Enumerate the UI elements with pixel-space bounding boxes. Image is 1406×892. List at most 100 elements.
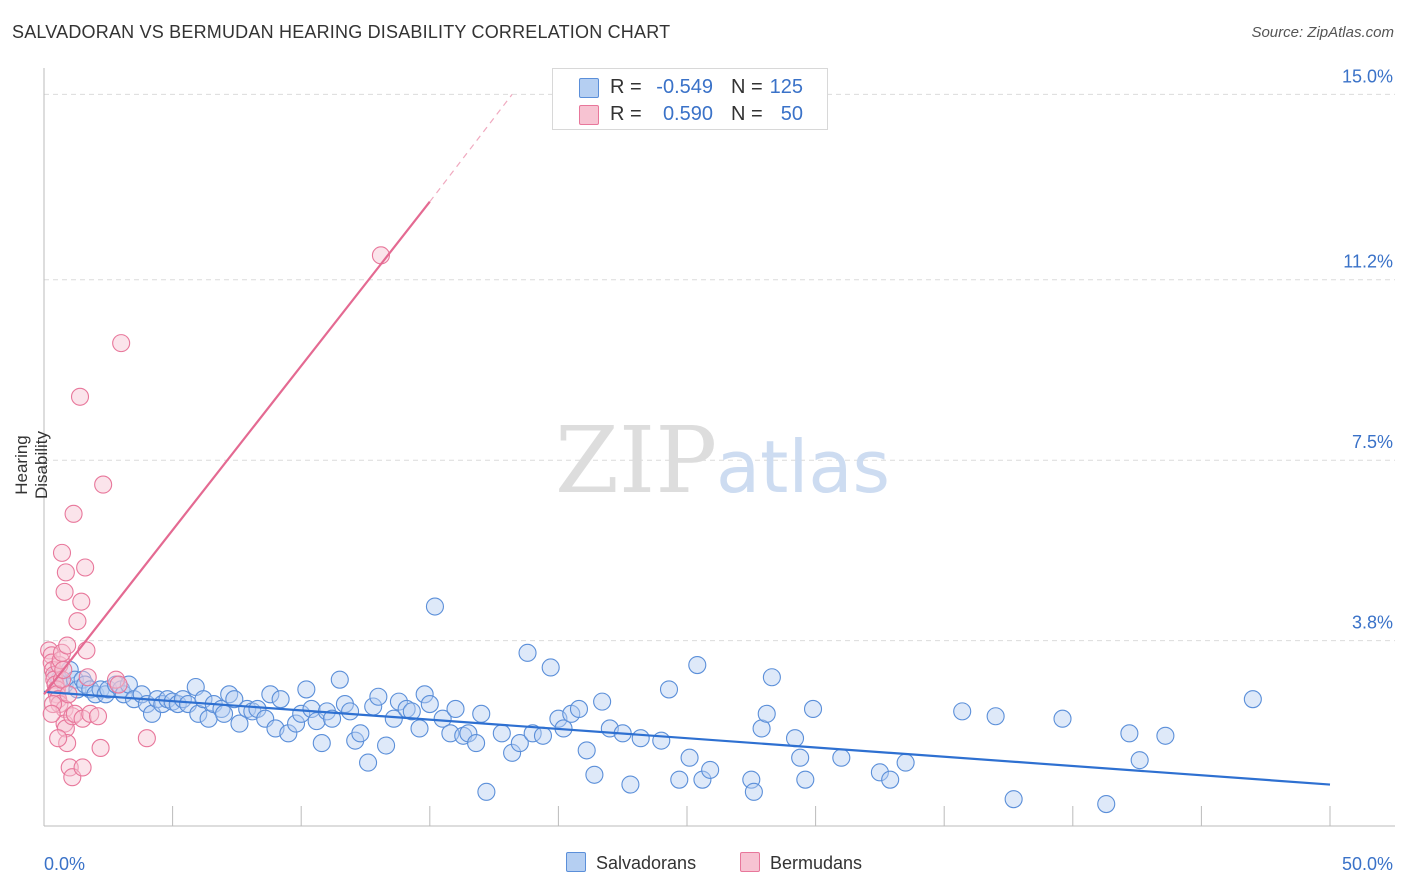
salvadoran-point xyxy=(312,734,331,753)
bermudan-point xyxy=(58,636,77,655)
bermudan-point xyxy=(73,758,92,777)
salvadoran-point xyxy=(744,782,763,801)
axes xyxy=(43,68,1395,827)
salvadoran-point xyxy=(279,724,298,743)
salvadoran-point xyxy=(330,670,349,689)
salvadoran-point xyxy=(652,731,671,750)
bermudan-point xyxy=(77,641,96,660)
bermudan-point xyxy=(78,668,97,687)
salvadoran-point xyxy=(402,702,421,721)
watermark: ZIP atlas xyxy=(555,407,890,514)
r-label: R = xyxy=(610,76,642,98)
bermudans-trend-line xyxy=(43,201,431,695)
bermudan-point xyxy=(43,695,63,714)
salvadoran-point xyxy=(796,770,815,789)
salvadoran-point xyxy=(214,704,234,723)
bermudan-point xyxy=(56,563,75,582)
bermudans-legend-label: Bermudans xyxy=(770,853,863,873)
salvadoran-point xyxy=(785,729,805,748)
salvadoran-point xyxy=(230,714,249,733)
r-label: R = xyxy=(610,103,642,125)
salvadoran-point xyxy=(585,765,604,784)
bermudan-point xyxy=(76,558,95,577)
salvadoran-point xyxy=(688,655,707,675)
salvadoran-point xyxy=(492,724,511,743)
y-tick-label: 11.2% xyxy=(1343,252,1393,272)
bermudan-point xyxy=(88,707,108,726)
bermudans-swatch xyxy=(579,105,599,125)
salvadoran-point xyxy=(693,770,712,789)
salvadoran-point xyxy=(1130,751,1149,770)
source-label: Source: ZipAtlas.com xyxy=(1251,24,1394,41)
y-tick-label: 15.0% xyxy=(1342,66,1393,86)
salvadorans-swatch xyxy=(579,78,599,98)
salvadoran-point xyxy=(415,685,434,704)
bermudan-point xyxy=(112,334,131,353)
legend-item-salvadorans[interactable]: Salvadorans xyxy=(566,852,696,874)
salvadoran-point xyxy=(467,734,486,753)
n-label: N = xyxy=(731,76,763,98)
salvadorans-legend-label: Salvadorans xyxy=(596,853,697,873)
salvadoran-point xyxy=(287,714,306,733)
salvadoran-point xyxy=(593,692,612,711)
salvadoran-point xyxy=(168,695,187,714)
bermudans-legend-swatch xyxy=(740,852,760,872)
salvadoran-point xyxy=(1004,790,1023,809)
bermudan-point xyxy=(109,675,128,694)
trend-lines xyxy=(43,94,1331,786)
salvadoran-point xyxy=(271,690,290,709)
salvadoran-point xyxy=(1097,795,1116,814)
y-axis-label: Hearing Disability xyxy=(12,430,51,500)
salvadoran-point xyxy=(631,729,650,748)
salvadoran-point xyxy=(881,770,900,789)
salvadoran-point xyxy=(359,753,378,772)
salvadoran-point xyxy=(832,748,851,767)
legend-item-bermudans[interactable]: Bermudans xyxy=(740,852,862,874)
bermudan-point xyxy=(68,612,87,631)
salvadoran-point xyxy=(762,668,781,687)
salvadoran-point xyxy=(791,748,810,767)
salvadoran-point xyxy=(1243,690,1262,709)
bermudan-point xyxy=(72,592,91,611)
n-label: N = xyxy=(731,103,763,125)
salvadoran-point xyxy=(1120,724,1139,743)
bermudans-trend-extension xyxy=(429,94,513,203)
salvadoran-point xyxy=(238,699,257,718)
watermark-zip: ZIP xyxy=(555,407,717,514)
salvadoran-point xyxy=(73,670,92,689)
salvadoran-point xyxy=(518,643,537,662)
salvadoran-point xyxy=(433,709,452,728)
legend-row-salvadorans: R = -0.549 N = 125 xyxy=(553,74,827,100)
bermudan-point xyxy=(91,738,110,758)
salvadoran-point xyxy=(533,726,553,745)
salvadoran-point xyxy=(953,702,972,721)
salvadoran-point xyxy=(477,782,496,801)
salvadoran-point xyxy=(369,687,388,706)
salvadoran-point xyxy=(569,699,589,718)
salvadoran-point xyxy=(503,743,522,762)
watermark-atlas: atlas xyxy=(716,425,890,509)
bermudan-point xyxy=(70,387,90,406)
salvadoran-point xyxy=(670,770,689,789)
correlation-legend: R = -0.549 N = 125 R = 0.590 N = 50 xyxy=(552,68,828,130)
salvadoran-point xyxy=(986,707,1005,726)
salvadoran-point xyxy=(541,658,560,677)
bermudan-point xyxy=(106,670,126,689)
salvadoran-point xyxy=(577,741,596,760)
bermudan-point xyxy=(49,729,68,748)
salvadoran-point xyxy=(389,692,408,711)
legend-row-bermudans: R = 0.590 N = 50 xyxy=(553,101,827,127)
bermudan-point xyxy=(42,704,61,723)
salvadoran-point xyxy=(297,680,316,699)
salvadoran-point xyxy=(803,699,823,718)
bermudan-point xyxy=(52,543,72,562)
salvadoran-point xyxy=(341,702,360,721)
x-tick-label: 0.0% xyxy=(44,854,85,874)
salvadorans-n-value: 125 xyxy=(769,76,803,98)
bermudan-point xyxy=(64,504,83,523)
y-tick-label: 3.8% xyxy=(1352,613,1393,633)
bermudan-point xyxy=(50,695,69,714)
salvadoran-point xyxy=(377,736,396,755)
bermudan-point xyxy=(58,734,77,753)
